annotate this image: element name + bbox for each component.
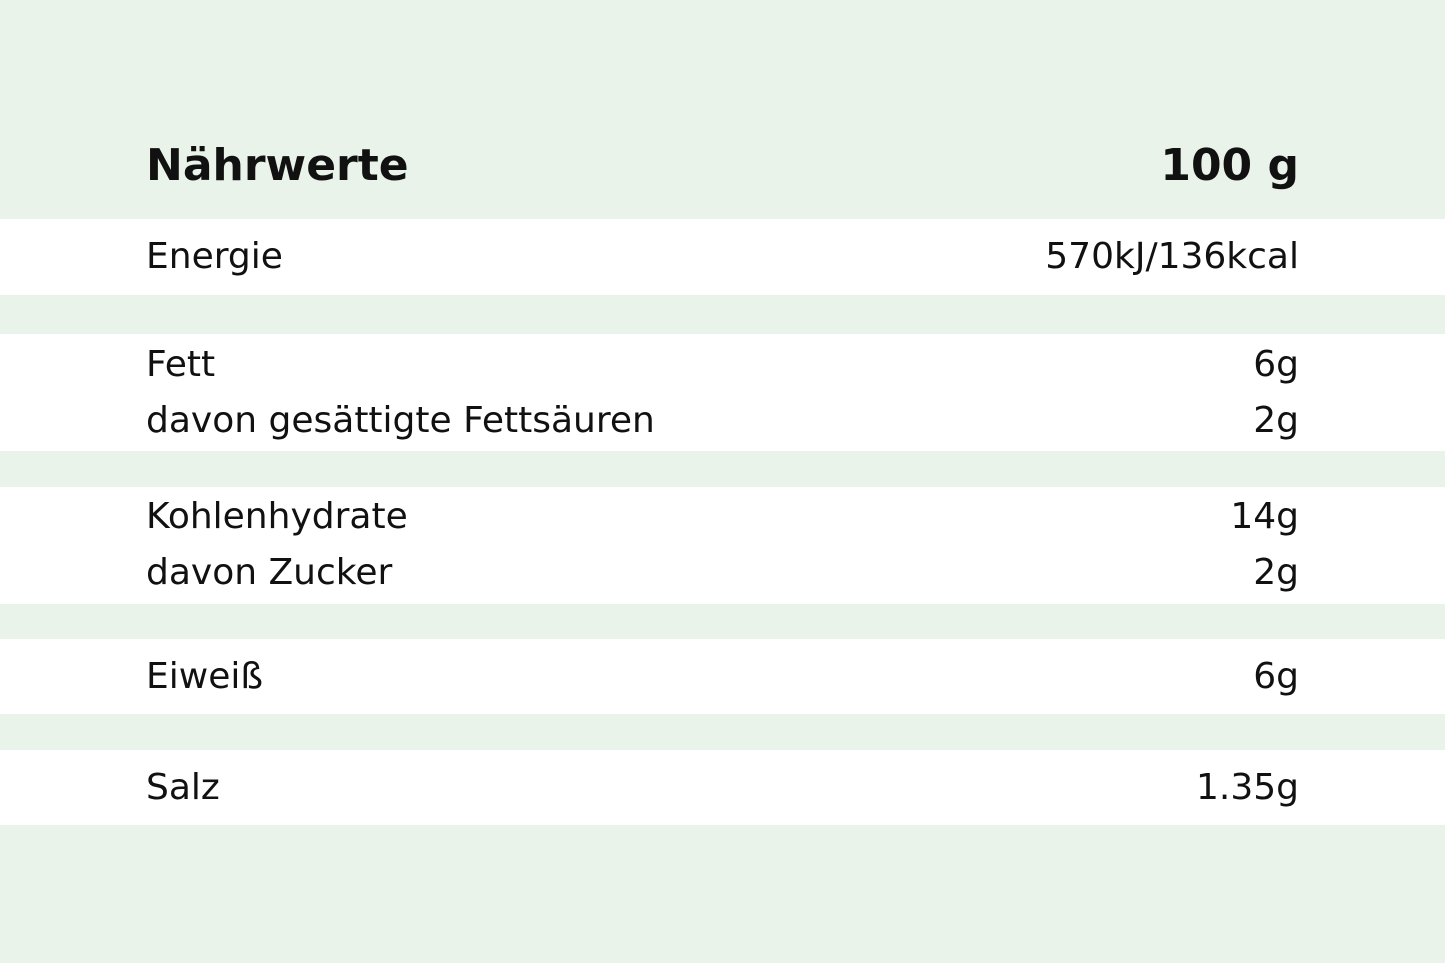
row-label: davon Zucker [146,552,393,593]
row-value: 1.35g [1195,767,1299,808]
group-band-protein [0,639,1445,714]
table-row: davon gesättigte Fettsäuren 2g [146,393,1299,449]
table-row: Fett 6g [146,337,1299,393]
group-band-salt [0,750,1445,825]
header-label: Nährwerte [146,140,409,191]
row-value: 6g [1253,344,1299,385]
row-label: Energie [146,236,283,277]
header-value: 100 g [1160,140,1299,191]
row-value: 2g [1253,552,1299,593]
group-band-carbs [0,487,1445,604]
table-row: Salz 1.35g [146,760,1299,816]
table-row: Kohlenhydrate 14g [146,489,1299,545]
row-value: 570kJ/136kcal [1045,236,1299,277]
row-value: 6g [1253,656,1299,697]
row-label: Eiweiß [146,656,264,697]
group-band-energy [0,219,1445,295]
row-label: Salz [146,767,220,808]
row-label: Kohlenhydrate [146,496,408,537]
row-label: davon gesättigte Fettsäuren [146,400,655,441]
table-row: Energie 570kJ/136kcal [146,229,1299,285]
row-value: 14g [1230,496,1299,537]
table-header: Nährwerte 100 g [146,138,1299,194]
row-label: Fett [146,344,216,385]
table-row: davon Zucker 2g [146,545,1299,601]
row-value: 2g [1253,400,1299,441]
table-row: Eiweiß 6g [146,649,1299,705]
group-band-fat [0,334,1445,451]
